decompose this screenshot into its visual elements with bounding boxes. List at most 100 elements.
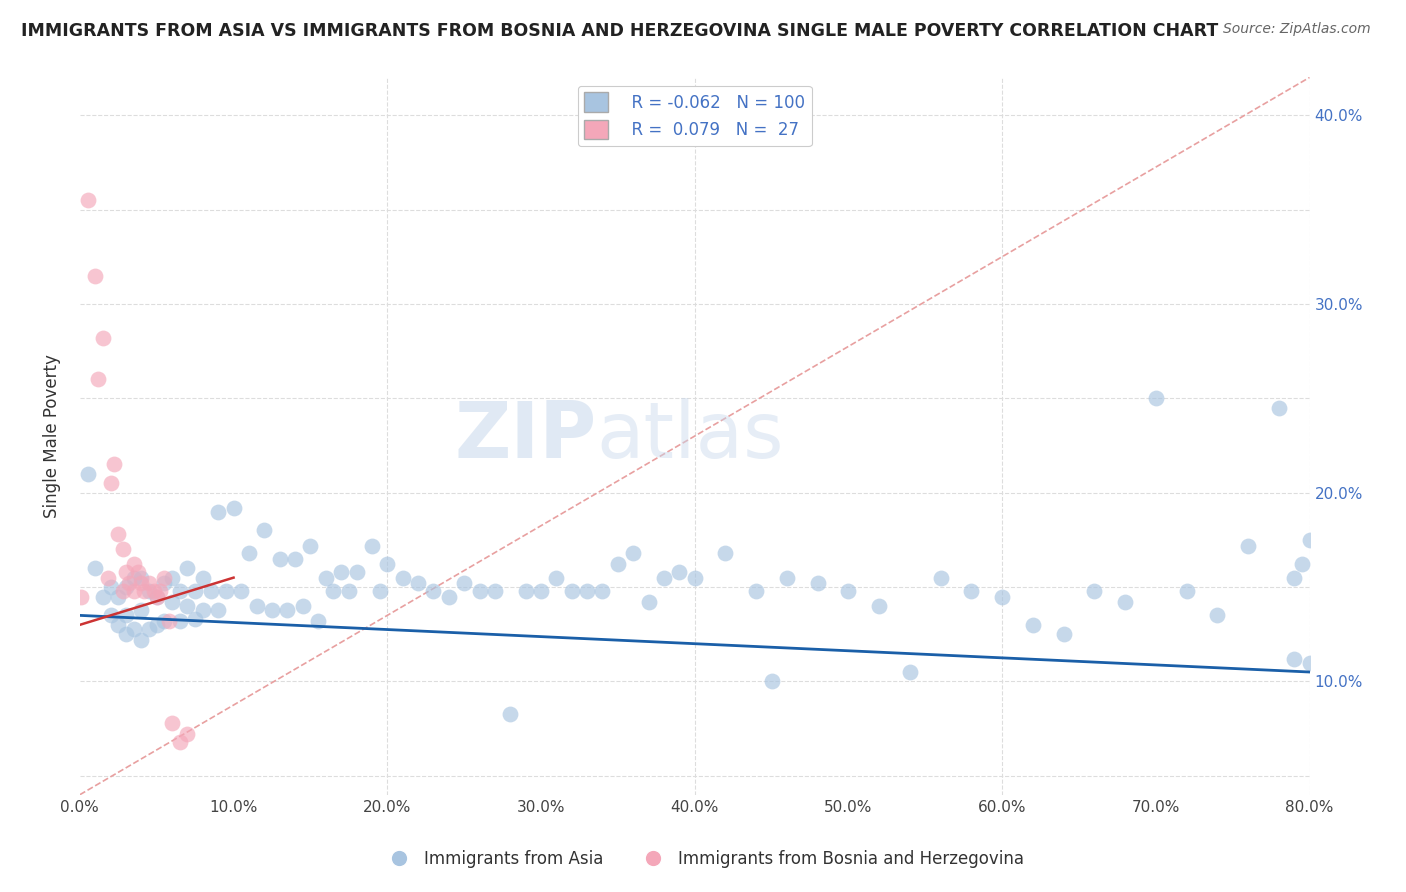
Point <box>160 571 183 585</box>
Point <box>637 595 659 609</box>
Point <box>111 542 134 557</box>
Point <box>115 627 138 641</box>
Point <box>269 551 291 566</box>
Point <box>115 608 138 623</box>
Point <box>929 571 952 585</box>
Point <box>276 603 298 617</box>
Point <box>330 565 353 579</box>
Point <box>184 612 207 626</box>
Point <box>761 674 783 689</box>
Point <box>138 576 160 591</box>
Point <box>346 565 368 579</box>
Text: ZIP: ZIP <box>454 398 596 474</box>
Point <box>131 632 153 647</box>
Point <box>652 571 675 585</box>
Point <box>307 614 329 628</box>
Point <box>1114 595 1136 609</box>
Point <box>87 372 110 386</box>
Point <box>191 603 214 617</box>
Point <box>807 576 830 591</box>
Point <box>96 571 118 585</box>
Point <box>107 590 129 604</box>
Point <box>1268 401 1291 415</box>
Point <box>322 583 344 598</box>
Point <box>546 571 568 585</box>
Point <box>238 546 260 560</box>
Point <box>960 583 983 598</box>
Point <box>153 576 176 591</box>
Point <box>299 539 322 553</box>
Legend: Immigrants from Asia, Immigrants from Bosnia and Herzegovina: Immigrants from Asia, Immigrants from Bo… <box>375 844 1031 875</box>
Point <box>131 571 153 585</box>
Point <box>191 571 214 585</box>
Point <box>184 583 207 598</box>
Point <box>1237 539 1260 553</box>
Point <box>991 590 1014 604</box>
Point <box>437 590 460 604</box>
Point <box>422 583 444 598</box>
Point <box>215 583 238 598</box>
Point <box>260 603 283 617</box>
Point <box>1144 392 1167 406</box>
Point <box>1282 571 1305 585</box>
Point <box>868 599 890 613</box>
Point <box>391 571 413 585</box>
Point <box>176 727 198 741</box>
Point <box>115 580 138 594</box>
Point <box>1175 583 1198 598</box>
Point <box>499 706 522 721</box>
Point <box>898 665 921 679</box>
Y-axis label: Single Male Poverty: Single Male Poverty <box>44 354 60 518</box>
Point <box>1083 583 1105 598</box>
Point <box>134 583 156 598</box>
Point <box>100 608 122 623</box>
Point <box>100 476 122 491</box>
Point <box>231 583 253 598</box>
Legend:   R = -0.062   N = 100,   R =  0.079   N =  27: R = -0.062 N = 100, R = 0.079 N = 27 <box>578 86 811 146</box>
Point <box>91 590 114 604</box>
Point <box>131 576 153 591</box>
Point <box>291 599 314 613</box>
Point <box>176 599 198 613</box>
Point <box>207 505 229 519</box>
Point <box>683 571 706 585</box>
Point <box>530 583 553 598</box>
Point <box>561 583 583 598</box>
Point <box>1052 627 1074 641</box>
Point <box>145 590 167 604</box>
Point <box>361 539 384 553</box>
Point <box>375 558 398 572</box>
Point <box>122 558 145 572</box>
Point <box>406 576 429 591</box>
Point <box>1022 617 1045 632</box>
Point <box>576 583 599 598</box>
Point <box>776 571 799 585</box>
Point <box>138 583 160 598</box>
Point <box>153 571 176 585</box>
Point <box>484 583 506 598</box>
Point <box>453 576 475 591</box>
Point <box>337 583 360 598</box>
Point <box>153 614 176 628</box>
Point <box>169 735 191 749</box>
Point <box>315 571 337 585</box>
Point <box>107 527 129 541</box>
Point <box>160 716 183 731</box>
Point <box>169 614 191 628</box>
Point <box>84 561 107 575</box>
Point <box>138 622 160 636</box>
Point <box>131 603 153 617</box>
Point <box>111 583 134 598</box>
Point <box>149 583 172 598</box>
Text: Source: ZipAtlas.com: Source: ZipAtlas.com <box>1223 22 1371 37</box>
Point <box>118 576 141 591</box>
Point <box>145 590 167 604</box>
Point <box>246 599 269 613</box>
Point <box>222 500 245 515</box>
Point <box>145 617 167 632</box>
Point <box>76 193 98 207</box>
Point <box>1298 533 1320 547</box>
Point <box>468 583 491 598</box>
Text: atlas: atlas <box>596 398 783 474</box>
Point <box>76 467 98 481</box>
